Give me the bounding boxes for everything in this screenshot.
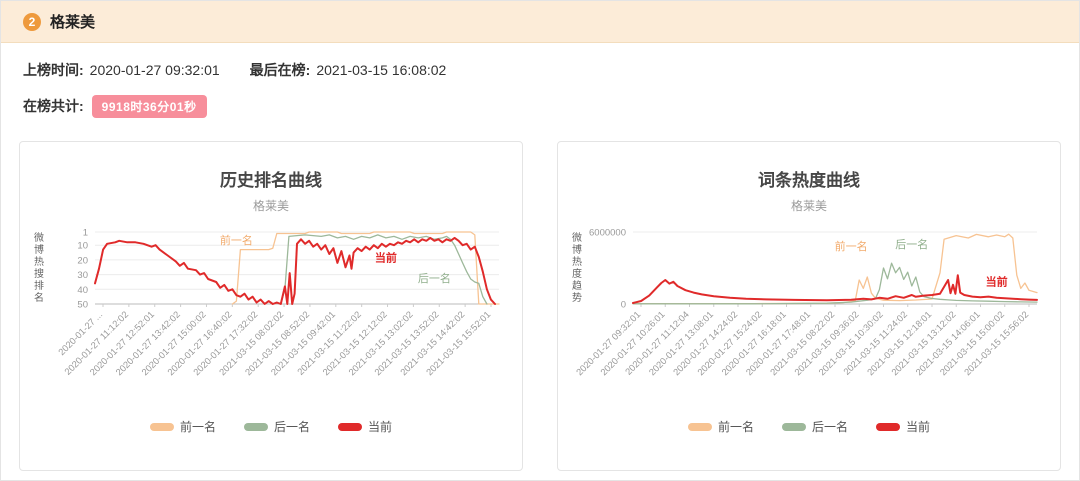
y-tick-label: 40 xyxy=(77,285,88,296)
y-tick-label: 0 xyxy=(621,300,626,311)
legend-item-1[interactable]: 后一名 xyxy=(781,418,848,435)
series-annotation: 当前 xyxy=(986,274,1008,288)
x-tick-label: 2020-01-27 ... xyxy=(56,309,104,357)
y-axis-title-char: 微 xyxy=(34,231,44,244)
legend-label: 前一名 xyxy=(179,420,216,434)
y-axis-title-char: 博 xyxy=(34,243,44,256)
y-axis-title-char: 势 xyxy=(572,291,582,304)
y-axis-title-char: 度 xyxy=(572,267,582,280)
legend-item-0[interactable]: 前一名 xyxy=(687,418,754,435)
ranking-chart-title: 历史排名曲线 xyxy=(220,171,322,190)
series-annotation: 当前 xyxy=(375,250,397,264)
y-axis-title-char: 趋 xyxy=(572,279,582,292)
legend-label: 后一名 xyxy=(273,420,310,434)
legend-line-icon xyxy=(149,422,174,431)
heat-chart-subtitle: 格莱美 xyxy=(790,199,827,213)
legend-line-icon xyxy=(243,422,268,431)
last-seen-value: 2021-03-15 16:08:02 xyxy=(316,62,447,78)
series-line-0 xyxy=(231,231,500,305)
legend-item-0[interactable]: 前一名 xyxy=(149,418,216,435)
series-annotation: 前一名 xyxy=(220,233,253,247)
y-tick-label: 20 xyxy=(77,255,88,266)
series-line-0 xyxy=(632,233,1038,305)
legend-item-1[interactable]: 后一名 xyxy=(243,418,310,435)
legend-line-icon xyxy=(338,422,362,431)
duration-info-row: 在榜共计: 9918时36分01秒 xyxy=(23,94,1057,118)
y-axis-title-char: 热 xyxy=(34,255,44,268)
heat-chart-title: 词条热度曲线 xyxy=(758,171,860,190)
total-duration-badge: 9918时36分01秒 xyxy=(91,94,207,118)
rank-badge: 2 xyxy=(23,12,41,31)
total-duration-label: 在榜共计: xyxy=(23,98,84,114)
ranking-chart-card: 历史排名曲线 格莱美 1 10 20 30 40 50 2020-01-27 ... 2020… xyxy=(19,141,523,471)
y-axis-title-char: 博 xyxy=(572,243,582,256)
onboard-time-value: 2020-01-27 09:32:01 xyxy=(89,62,220,78)
series-line-2 xyxy=(94,236,496,305)
y-tick-label: 50 xyxy=(77,300,88,311)
y-axis-title-char: 名 xyxy=(34,291,44,304)
y-tick-label: 6000000 xyxy=(589,228,626,239)
ranking-chart-legend: 前一名 后一名 当前 xyxy=(20,418,522,435)
legend-label: 前一名 xyxy=(717,420,754,434)
y-tick-label: 30 xyxy=(77,270,88,281)
legend-label: 当前 xyxy=(906,420,931,434)
legend-item-2[interactable]: 当前 xyxy=(876,418,930,435)
y-axis-title-char: 微 xyxy=(572,231,582,244)
legend-line-icon xyxy=(687,422,712,431)
y-tick-label: 10 xyxy=(77,241,88,252)
series-line-2 xyxy=(632,274,1038,304)
series-annotation: 前一名 xyxy=(835,239,868,253)
heat-chart-card: 词条热度曲线 格莱美 6000000 0 2020-01-27 09:32:01 20… xyxy=(557,141,1061,471)
heat-chart-legend: 前一名 后一名 当前 xyxy=(558,418,1060,435)
series-line-1 xyxy=(280,234,488,305)
page-title: 格莱美 xyxy=(50,14,96,31)
last-seen-label: 最后在榜: xyxy=(249,62,311,78)
legend-item-2[interactable]: 当前 xyxy=(338,418,392,435)
series-annotation: 后一名 xyxy=(418,271,451,285)
onboard-time-label: 上榜时间: xyxy=(23,62,84,78)
ranking-chart-subtitle: 格莱美 xyxy=(252,199,289,213)
y-axis-title-char: 热 xyxy=(572,255,582,268)
y-axis-title-char: 搜 xyxy=(34,267,44,280)
topbar: 2 格莱美 xyxy=(1,1,1079,43)
info-section: 上榜时间: 2020-01-27 09:32:01 最后在榜: 2021-03-… xyxy=(1,43,1079,118)
y-tick-label: 1 xyxy=(83,228,88,239)
time-info-row: 上榜时间: 2020-01-27 09:32:01 最后在榜: 2021-03-… xyxy=(23,59,1057,81)
charts-area: 历史排名曲线 格莱美 1 10 20 30 40 50 2020-01-27 ... 2020… xyxy=(1,117,1079,471)
y-axis-title-char: 排 xyxy=(34,279,44,292)
legend-line-icon xyxy=(781,422,806,431)
legend-label: 后一名 xyxy=(811,420,848,434)
legend-line-icon xyxy=(876,422,900,431)
series-annotation: 后一名 xyxy=(895,237,928,251)
legend-label: 当前 xyxy=(368,420,393,434)
